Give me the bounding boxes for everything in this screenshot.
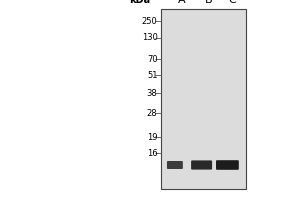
- Text: 130: 130: [142, 33, 158, 43]
- Text: 51: 51: [147, 71, 158, 79]
- Text: A: A: [178, 0, 185, 5]
- Text: 16: 16: [147, 148, 158, 158]
- Text: 19: 19: [147, 132, 158, 142]
- Text: 70: 70: [147, 54, 158, 64]
- FancyBboxPatch shape: [191, 160, 212, 170]
- FancyBboxPatch shape: [216, 160, 239, 170]
- Text: 28: 28: [147, 108, 158, 117]
- FancyBboxPatch shape: [167, 161, 183, 169]
- Text: kDa: kDa: [129, 0, 150, 5]
- Text: 38: 38: [147, 88, 158, 98]
- Text: 250: 250: [142, 17, 158, 25]
- Text: C: C: [229, 0, 236, 5]
- Bar: [160, 9, 246, 189]
- Text: B: B: [205, 0, 212, 5]
